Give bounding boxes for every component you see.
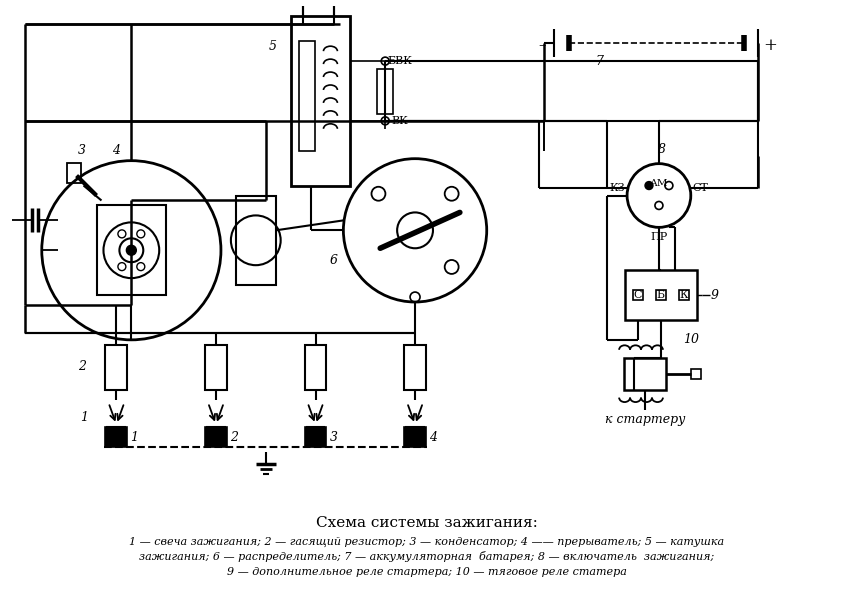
Text: 1: 1 (131, 431, 138, 444)
Circle shape (126, 245, 136, 255)
Text: 1: 1 (80, 411, 89, 424)
Text: 4: 4 (113, 144, 120, 157)
Bar (403, 345, 426, 390)
Bar (105, 428, 127, 447)
Text: 7: 7 (595, 54, 602, 68)
Bar (624, 358, 665, 390)
Text: 9 — дополнительное реле стартера; 10 — тяговое реле статера: 9 — дополнительное реле стартера; 10 — т… (227, 567, 626, 577)
Text: ПР: ПР (649, 232, 667, 243)
Text: 5: 5 (269, 40, 276, 53)
Text: 2: 2 (78, 360, 85, 373)
Text: зажигания; 6 — распределитель; 7 — аккумуляторная  батарея; 8 — включатель  зажи: зажигания; 6 — распределитель; 7 — аккум… (139, 551, 714, 562)
Text: СТ: СТ (692, 183, 708, 192)
Bar (403, 428, 426, 447)
Text: 9: 9 (710, 288, 718, 302)
Text: 4: 4 (428, 431, 437, 444)
Text: 8: 8 (657, 143, 665, 156)
Text: +: + (763, 37, 776, 54)
Bar (105, 345, 127, 390)
Bar (624, 270, 696, 320)
Bar (305, 428, 326, 447)
Bar (690, 368, 700, 379)
Text: АМ: АМ (649, 179, 667, 188)
Text: ВК: ВК (392, 116, 408, 126)
Bar (205, 345, 227, 390)
Bar (678, 290, 688, 300)
Text: КЗ: КЗ (608, 183, 624, 192)
Bar (632, 290, 642, 300)
Bar (205, 428, 227, 447)
Text: 6: 6 (329, 254, 337, 267)
Bar (235, 196, 276, 285)
Text: С: С (633, 290, 641, 300)
Text: Б: Б (656, 290, 664, 300)
Text: 10: 10 (682, 334, 698, 346)
Circle shape (644, 181, 653, 189)
Text: к стартеру: к стартеру (604, 413, 684, 426)
Bar (67, 163, 80, 183)
Text: 3: 3 (329, 431, 337, 444)
Text: БВК: БВК (387, 56, 412, 66)
Bar (299, 41, 314, 151)
Bar (305, 345, 326, 390)
Text: 2: 2 (229, 431, 238, 444)
Text: 1 — свеча зажигания; 2 — гасящий резистор; 3 — конденсатор; 4 —— прерыватель; 5 : 1 — свеча зажигания; 2 — гасящий резисто… (130, 537, 723, 547)
Bar (655, 290, 665, 300)
Text: –: – (538, 38, 546, 52)
Text: 3: 3 (78, 144, 85, 157)
Bar (377, 69, 392, 114)
Bar (290, 16, 350, 186)
Bar (96, 205, 166, 295)
Text: К: К (679, 290, 688, 300)
Text: Схема системы зажигания:: Схема системы зажигания: (316, 516, 537, 530)
